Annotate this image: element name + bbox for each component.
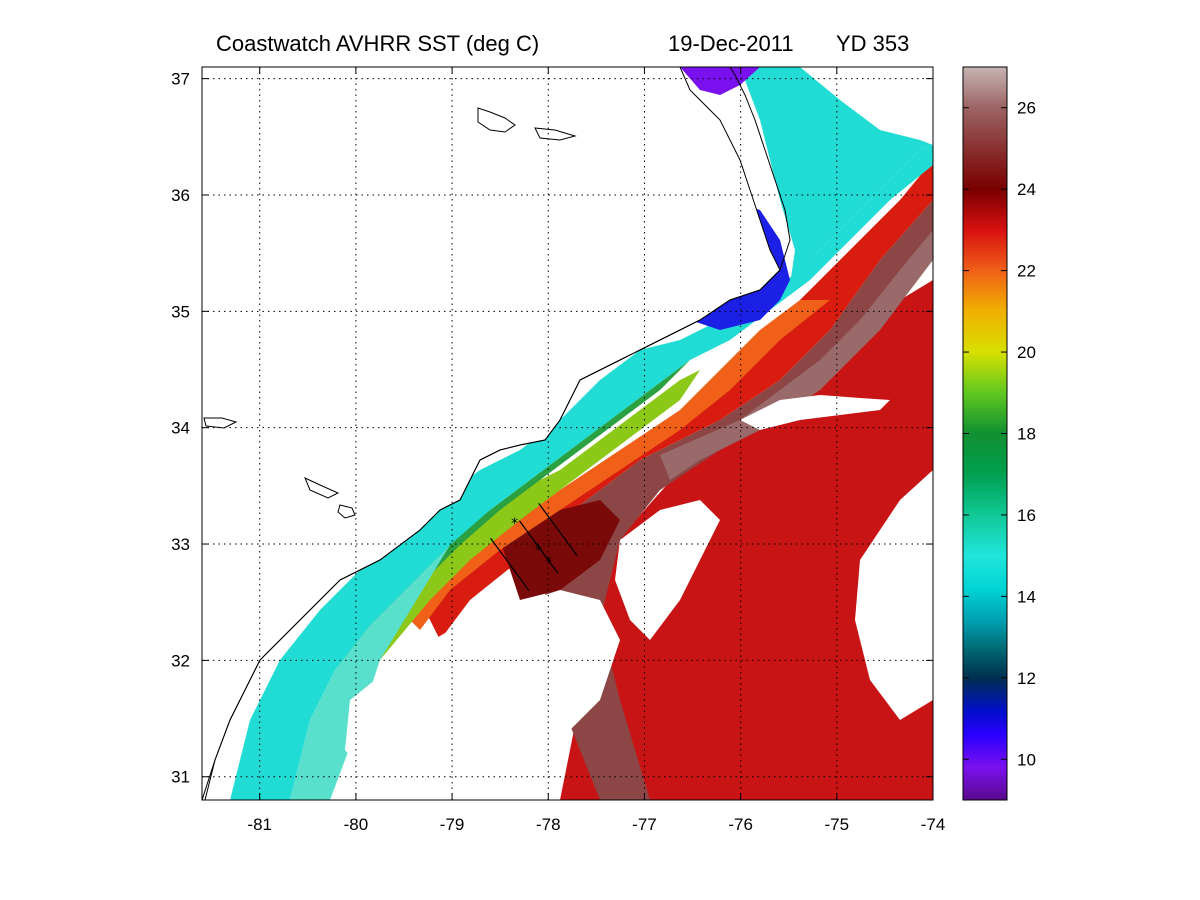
cloud-patch-4 xyxy=(740,395,890,430)
transect-line xyxy=(538,502,578,557)
coastline-detail xyxy=(202,269,781,800)
transect-lines: *** xyxy=(490,502,578,591)
colorbar-tick-label: 18 xyxy=(1017,425,1036,444)
lon-tick-label: -81 xyxy=(247,815,272,834)
lon-tick-label: -78 xyxy=(536,815,561,834)
colorbar-tick-label: 20 xyxy=(1017,343,1036,362)
transect-line xyxy=(518,520,559,574)
lon-tick-label: -79 xyxy=(440,815,465,834)
colorbar-ticks: 10 12 14 16 18 20 22 24 26 xyxy=(963,99,1036,769)
inner-shelf-teal xyxy=(290,545,450,800)
lat-tick-label: 35 xyxy=(171,302,190,321)
title-yearday: YD 353 xyxy=(836,31,909,56)
lat-tick-label: 33 xyxy=(171,535,190,554)
lon-tick-label: -76 xyxy=(728,815,753,834)
sst-field xyxy=(230,67,933,800)
northern-cyan xyxy=(740,67,933,285)
western-lake xyxy=(203,417,238,429)
northern-purple xyxy=(680,67,760,95)
sst-map xyxy=(202,67,933,800)
cloud-patch-2 xyxy=(615,500,720,640)
colorbar-tick-label: 10 xyxy=(1017,750,1036,769)
lon-tick-label: -80 xyxy=(344,815,369,834)
transect-line xyxy=(490,537,530,591)
colorbar xyxy=(962,66,1008,801)
lon-tick-label: -77 xyxy=(632,815,657,834)
lat-tick-label: 32 xyxy=(171,651,190,670)
lat-tick-label: 34 xyxy=(171,419,190,438)
map-ticks: -81 -80 -79 -78 -77 -76 -75 -74 31 32 33 34 35 36 37 xyxy=(171,67,945,834)
title-product: Coastwatch AVHRR SST (deg C) xyxy=(216,31,539,56)
colorbar-tick-label: 22 xyxy=(1017,262,1036,281)
lat-tick-label: 31 xyxy=(171,768,190,787)
title-date: 19-Dec-2011 xyxy=(668,31,794,56)
outer-banks xyxy=(729,67,791,271)
lon-tick-label: -75 xyxy=(825,815,850,834)
colorbar-tick-label: 24 xyxy=(1017,180,1036,199)
lake-marion xyxy=(304,477,340,499)
shelf-orange xyxy=(400,300,830,630)
lon-tick-label: -74 xyxy=(921,815,946,834)
cloud-patch-3 xyxy=(855,470,933,720)
colorbar-tick-label: 14 xyxy=(1017,587,1036,606)
map-grid xyxy=(202,67,934,800)
reservoir-1 xyxy=(477,107,516,133)
station-marker: * xyxy=(511,516,518,532)
cloud-patch-1 xyxy=(345,590,620,790)
station-marker: * xyxy=(545,554,552,570)
lake-moultrie xyxy=(337,504,356,519)
lat-tick-label: 36 xyxy=(171,186,190,205)
colorbar-tick-label: 12 xyxy=(1017,669,1036,688)
lat-tick-label: 37 xyxy=(171,70,190,89)
colorbar-tick-label: 26 xyxy=(1017,99,1036,118)
colorbar-tick-label: 16 xyxy=(1017,506,1036,525)
shelf-yellow-green xyxy=(360,370,700,660)
gulf-stream-light xyxy=(660,230,933,480)
map-frame xyxy=(201,66,934,801)
reservoir-2 xyxy=(534,127,577,141)
station-marker: * xyxy=(535,543,542,559)
